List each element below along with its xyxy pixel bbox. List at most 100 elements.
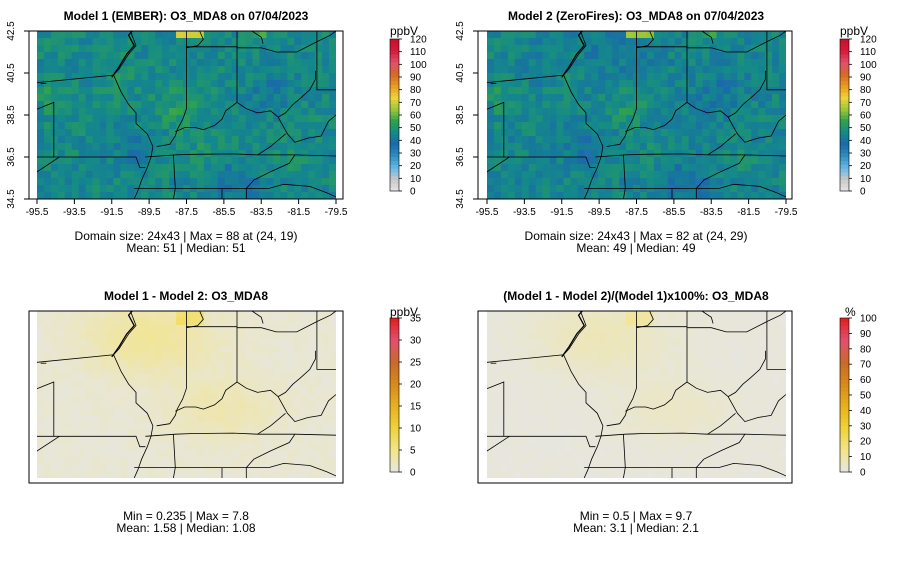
heatmap-cell [266, 429, 274, 437]
heatmap-cell [709, 436, 717, 444]
heatmap-cell [514, 59, 523, 67]
heatmap-cell [315, 115, 323, 123]
state-boundary [487, 381, 505, 437]
heatmap-cell [176, 450, 184, 458]
heatmap-cell [570, 359, 578, 368]
heatmap-cell [106, 415, 114, 423]
heatmap-cell [259, 429, 267, 437]
heatmap-cell [259, 450, 267, 458]
heatmap-cell [591, 73, 599, 81]
heatmap-cell [779, 80, 786, 88]
heatmap-cell [653, 311, 662, 319]
heatmap-cell [626, 101, 634, 109]
heatmap-cell [765, 429, 773, 437]
heatmap-cell [646, 415, 655, 423]
heatmap-cell [231, 394, 239, 402]
heatmap-cell [772, 387, 780, 395]
heatmap-cell [64, 352, 73, 361]
heatmap-cell [521, 436, 530, 444]
heatmap-cell [646, 443, 655, 451]
heatmap-cell [287, 373, 295, 381]
heatmap-cell [528, 94, 537, 102]
heatmap-cell [639, 31, 648, 39]
heatmap-cell [92, 136, 100, 144]
heatmap-cell [591, 359, 599, 368]
colorbar-segment [840, 39, 849, 44]
heatmap-cell [507, 66, 516, 74]
heatmap-cell [723, 338, 731, 347]
heatmap-cell [301, 192, 309, 199]
heatmap-cell [758, 324, 766, 333]
heatmap-cell [653, 317, 662, 326]
heatmap-cell [772, 345, 780, 354]
heatmap-cell [646, 31, 655, 39]
heatmap-cell [514, 380, 523, 388]
heatmap-cell [521, 387, 530, 395]
heatmap-cell [273, 415, 281, 423]
heatmap-cell [681, 366, 689, 374]
heatmap-cell [702, 80, 710, 88]
heatmap-cell [556, 101, 564, 109]
heatmap-cell [294, 87, 302, 95]
heatmap-cell [723, 80, 731, 88]
heatmap-cell [535, 401, 543, 409]
heatmap-cell [639, 457, 648, 465]
heatmap-cell [64, 387, 73, 395]
heatmap-cell [92, 415, 100, 423]
heatmap-cell [626, 129, 634, 137]
heatmap-cell [521, 471, 530, 478]
heatmap-cell [57, 317, 66, 326]
heatmap-cell [315, 59, 323, 67]
heatmap-cell [563, 422, 571, 430]
heatmap-cell [653, 387, 662, 395]
heatmap-cell [259, 101, 267, 109]
heatmap-cell [280, 94, 288, 102]
heatmap-cell [493, 345, 502, 354]
heatmap-cell [702, 52, 710, 60]
heatmap-cell [653, 101, 662, 109]
heatmap-cell [120, 38, 128, 46]
heatmap-cell [169, 150, 177, 158]
colorbar-segment [390, 39, 399, 44]
heatmap-cell [57, 457, 66, 465]
heatmap-cell [315, 311, 323, 319]
heatmap-cell [71, 87, 80, 95]
heatmap-cell [765, 345, 773, 354]
heatmap-cell [203, 394, 212, 402]
heatmap-cell [231, 331, 239, 340]
heatmap-cell [85, 45, 93, 53]
heatmap-cell [591, 401, 599, 409]
heatmap-cell [570, 401, 578, 409]
heatmap-cell [287, 185, 295, 193]
heatmap-cell [619, 401, 627, 409]
heatmap-cell [64, 150, 73, 158]
heatmap-cell [176, 317, 184, 326]
heatmap-cell [259, 380, 267, 388]
heatmap-cell [633, 394, 641, 402]
heatmap-cell [487, 108, 495, 116]
heatmap-cell [709, 352, 717, 361]
heatmap-cell [584, 311, 592, 319]
heatmap-cell [141, 150, 149, 158]
state-boundary [718, 462, 786, 477]
heatmap-cell [189, 401, 198, 409]
heatmap-cell [779, 87, 786, 95]
heatmap-cell [605, 38, 613, 46]
heatmap-cell [695, 394, 703, 402]
heatmap-cell [78, 464, 87, 472]
heatmap-cell [322, 331, 330, 340]
heatmap-cell [556, 178, 564, 186]
heatmap-cell [702, 366, 710, 374]
heatmap-cell [176, 338, 184, 347]
heatmap-cell [120, 150, 128, 158]
heatmap-cell [584, 178, 592, 186]
heatmap-cell [487, 471, 495, 478]
heatmap-cell [183, 157, 191, 165]
heatmap-cell [245, 443, 253, 451]
heatmap-cell [64, 408, 73, 416]
heatmap-cell [660, 311, 669, 319]
heatmap-cell [162, 401, 170, 409]
heatmap-cell [591, 80, 599, 88]
heatmap-cell [64, 94, 73, 102]
heatmap-cell [57, 178, 66, 186]
